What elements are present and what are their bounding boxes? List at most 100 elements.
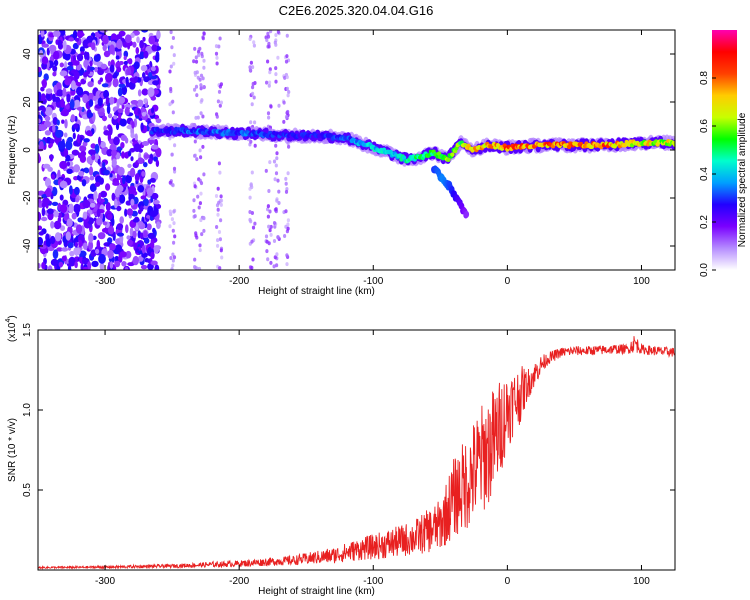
noise-blob bbox=[146, 223, 152, 231]
noise-streak bbox=[199, 218, 203, 223]
noise-blob bbox=[96, 208, 101, 218]
noise-streak bbox=[253, 143, 257, 148]
noise-blob bbox=[89, 60, 93, 67]
noise-streak bbox=[199, 191, 203, 196]
snr-x-axis-label: Height of straight line (km) bbox=[258, 586, 375, 597]
noise-streak bbox=[269, 224, 273, 229]
noise-blob bbox=[117, 108, 124, 113]
noise-blob bbox=[79, 250, 87, 258]
noise-streak bbox=[251, 91, 255, 96]
snr-x-ticks: -300 -200 -100 0 100 bbox=[95, 330, 650, 587]
noise-blob bbox=[58, 261, 64, 268]
noise-streak bbox=[217, 200, 221, 205]
noise-blob bbox=[99, 191, 107, 198]
noise-streak bbox=[171, 36, 175, 40]
noise-streak bbox=[268, 228, 272, 233]
noise-blob bbox=[87, 81, 94, 88]
noise-streak bbox=[219, 248, 223, 253]
noise-streak bbox=[249, 60, 253, 65]
noise-blob bbox=[115, 122, 120, 131]
ridge-core bbox=[589, 144, 595, 149]
noise-blob bbox=[148, 35, 156, 45]
noise-blob bbox=[80, 263, 84, 270]
noise-blob bbox=[78, 239, 83, 248]
noise-blob bbox=[59, 204, 68, 214]
noise-streak bbox=[171, 258, 175, 263]
noise-streak bbox=[265, 38, 269, 43]
snr-panel: -300 -200 -100 0 100 0.5 1.0 1.5 Height of str… bbox=[5, 315, 676, 597]
noise-streak bbox=[276, 30, 280, 34]
noise-blob bbox=[47, 166, 53, 172]
noise-streak bbox=[287, 90, 291, 94]
noise-blob bbox=[111, 192, 116, 201]
noise-blob bbox=[66, 218, 73, 228]
noise-blob bbox=[40, 86, 45, 92]
noise-blob bbox=[39, 141, 44, 150]
x-tick-label: 0 bbox=[505, 276, 511, 287]
noise-blob bbox=[71, 212, 77, 220]
noise-streak bbox=[272, 159, 277, 164]
noise-blob bbox=[109, 44, 115, 55]
noise-streak bbox=[251, 85, 255, 90]
noise-blob bbox=[108, 113, 113, 119]
noise-blob bbox=[96, 217, 103, 226]
noise-blob bbox=[59, 62, 64, 68]
noise-streak bbox=[269, 30, 273, 34]
noise-blob bbox=[102, 44, 107, 52]
noise-streak bbox=[266, 214, 270, 219]
noise-streak bbox=[173, 234, 177, 239]
noise-blob bbox=[142, 141, 150, 146]
noise-streak bbox=[171, 228, 175, 233]
noise-blob bbox=[82, 141, 88, 147]
noise-blob bbox=[90, 143, 97, 149]
noise-streak bbox=[250, 265, 254, 270]
noise-streak bbox=[286, 171, 290, 176]
noise-blob bbox=[91, 154, 96, 161]
noise-blob bbox=[130, 132, 135, 139]
colorbar-tick-label: 0.4 bbox=[699, 167, 710, 181]
noise-blob bbox=[88, 149, 96, 156]
noise-blob bbox=[84, 168, 90, 174]
noise-blob bbox=[82, 242, 88, 250]
noise-blob bbox=[67, 136, 74, 143]
noise-streak bbox=[199, 73, 204, 78]
noise-blob bbox=[141, 245, 146, 254]
noise-blob bbox=[65, 140, 73, 151]
noise-blob bbox=[116, 223, 124, 231]
noise-blob bbox=[65, 103, 70, 110]
noise-streak bbox=[219, 218, 223, 223]
noise-streak bbox=[171, 110, 175, 115]
noise-streak bbox=[202, 172, 206, 177]
noise-blob bbox=[68, 256, 76, 267]
noise-streak bbox=[277, 201, 281, 205]
noise-blob bbox=[143, 154, 152, 159]
noise-blob bbox=[132, 218, 139, 223]
noise-streak bbox=[249, 139, 253, 144]
noise-streak bbox=[172, 53, 176, 58]
noise-blob bbox=[132, 41, 137, 48]
noise-blob bbox=[155, 147, 162, 158]
noise-streak bbox=[172, 221, 176, 226]
noise-blob bbox=[130, 32, 135, 38]
noise-blob bbox=[109, 243, 116, 251]
noise-streak bbox=[201, 76, 205, 81]
noise-blob bbox=[54, 232, 62, 242]
noise-streak bbox=[193, 153, 197, 158]
noise-streak bbox=[193, 87, 197, 92]
noise-streak bbox=[171, 99, 175, 104]
noise-blob bbox=[68, 203, 74, 214]
noise-blob bbox=[124, 106, 130, 116]
noise-streak bbox=[218, 266, 222, 270]
noise-streak bbox=[266, 34, 271, 39]
noise-blob bbox=[103, 89, 110, 99]
noise-blob bbox=[112, 181, 120, 186]
noise-blob bbox=[139, 40, 145, 49]
noise-blob bbox=[135, 47, 140, 55]
noise-blob bbox=[147, 232, 155, 239]
noise-blob bbox=[76, 64, 82, 71]
noise-blob bbox=[49, 154, 54, 162]
noise-streak bbox=[251, 257, 255, 262]
ridge-core bbox=[450, 152, 455, 157]
ridge-core bbox=[446, 157, 451, 162]
noise-blob bbox=[109, 261, 114, 269]
